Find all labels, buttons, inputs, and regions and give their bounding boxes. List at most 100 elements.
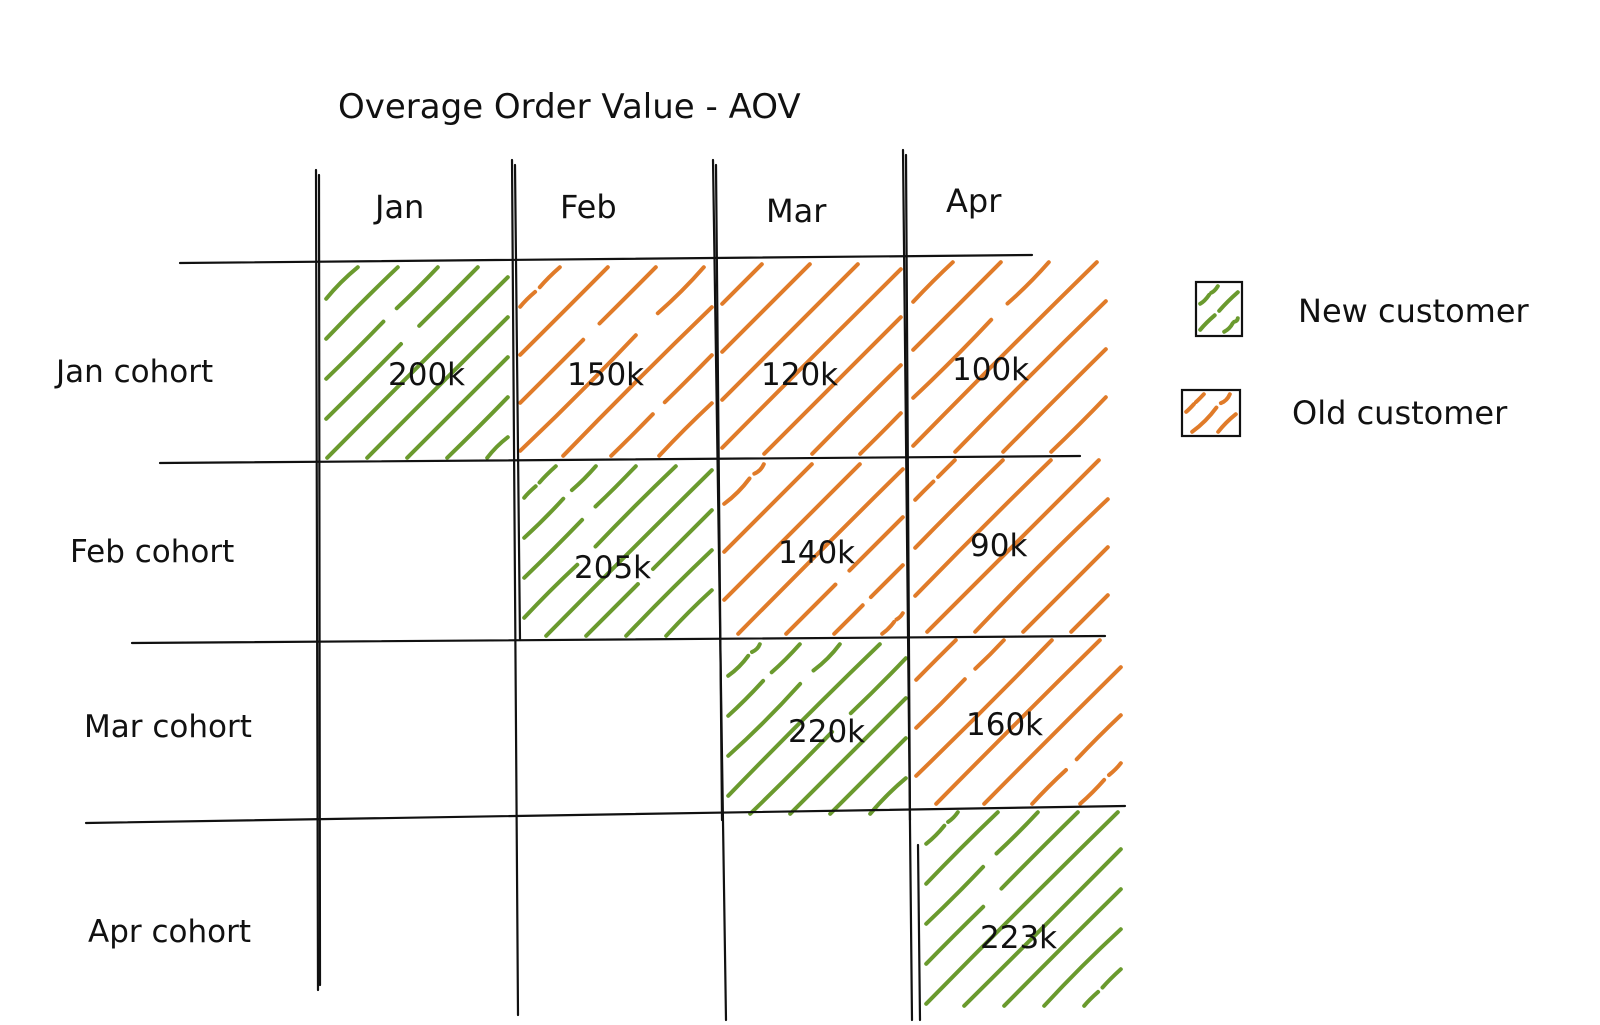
hatch-stroke — [445, 395, 510, 460]
row-label-apr-cohort: Apr cohort — [88, 914, 251, 950]
hatch-stroke — [914, 677, 967, 730]
hatch-stroke — [1198, 313, 1217, 332]
legend-label-old: Old customer — [1292, 394, 1508, 432]
hatch-stroke — [880, 620, 896, 636]
hatch-stroke — [750, 642, 762, 654]
hatch-stroke — [914, 638, 958, 682]
legend-label-new: New customer — [1298, 292, 1530, 330]
hatch-stroke — [522, 484, 538, 500]
hatch-stroke — [651, 508, 714, 571]
row-label-jan-cohort: Jan cohort — [54, 354, 213, 390]
hatch-stroke — [847, 515, 905, 573]
hatch-stroke — [518, 333, 638, 453]
grid-hline-1 — [158, 454, 1082, 465]
hatch-stroke — [858, 411, 903, 456]
cell-hatch-mar-apr-old — [914, 638, 1123, 806]
hatch-stroke — [748, 729, 835, 816]
hatch-stroke — [1216, 412, 1238, 434]
hatch-stroke — [769, 642, 802, 675]
hatch-stroke — [936, 458, 957, 479]
row-labels: Jan cohort Feb cohort Mar cohort Apr coh… — [54, 354, 252, 950]
legend: New customer Old customer — [1180, 280, 1530, 438]
hatch-stroke — [417, 265, 480, 328]
hatch-stroke — [662, 353, 714, 405]
hatch-stroke — [913, 458, 1005, 550]
hatch-stroke — [810, 363, 903, 456]
hatch-stroke — [720, 267, 903, 450]
grid-vline-1 — [314, 168, 320, 992]
hatch-stroke — [655, 265, 706, 316]
hatch-stroke — [1222, 321, 1235, 334]
grid-lines — [84, 148, 1127, 1022]
hatch-stroke — [913, 479, 936, 502]
hatch-stroke — [726, 642, 882, 798]
hatch-stroke — [518, 265, 610, 357]
hatch-stroke — [1082, 989, 1101, 1008]
hatch-stroke — [828, 736, 908, 816]
hatch-stroke — [894, 611, 905, 622]
hatch-stroke — [537, 464, 558, 485]
hatch-stroke — [1218, 392, 1232, 406]
hatch-stroke — [911, 317, 994, 400]
cell-hatch-jan-apr-old — [911, 260, 1108, 454]
hatch-stroke — [1002, 887, 1123, 1008]
hatch-stroke — [762, 315, 903, 456]
hatch-stroke — [405, 355, 510, 460]
hatch-stroke — [624, 548, 714, 638]
hatch-stroke — [325, 275, 510, 460]
cell-hatch-jan-mar-old — [720, 262, 903, 456]
cell-value-jan-feb: 150k — [567, 357, 644, 393]
hatch-stroke — [1198, 292, 1212, 306]
hatch-stroke — [1107, 761, 1123, 777]
hatch-stroke — [726, 653, 751, 678]
grid-vline-4c — [916, 843, 922, 1022]
column-header-mar: Mar — [766, 192, 827, 230]
hatch-stroke — [752, 462, 766, 476]
hatch-stroke — [934, 638, 1102, 806]
hatch-stroke — [953, 299, 1108, 454]
cell-value-jan-jan: 200k — [388, 357, 465, 393]
hatch-stroke — [924, 810, 1000, 886]
hatch-stroke — [720, 262, 764, 306]
cell-value-feb-apr: 90k — [970, 528, 1027, 564]
cell-value-jan-mar: 120k — [761, 357, 838, 393]
cell-value-apr-apr: 223k — [980, 920, 1057, 956]
grid-vline-3b — [714, 163, 724, 822]
hatch-stroke — [609, 412, 655, 458]
hatch-stroke — [924, 823, 947, 846]
hatch-stroke — [722, 476, 752, 506]
hatch-stroke — [593, 464, 638, 509]
cell-value-feb-mar: 140k — [778, 535, 855, 571]
grid-hline-2 — [130, 634, 1107, 645]
legend-swatch-old — [1180, 388, 1242, 438]
legend-swatch-new — [1194, 280, 1244, 338]
hatch-stroke — [324, 342, 403, 421]
cell-values: 200k 150k 120k 100k 205k 140k 90k 220k 1… — [388, 352, 1057, 956]
hatch-stroke — [788, 696, 908, 816]
cell-hatch-feb-mar-old — [722, 462, 905, 636]
hatch-stroke — [657, 401, 714, 458]
hatch-stroke — [784, 582, 838, 636]
hatch-stroke — [720, 262, 860, 402]
hatch-stroke — [522, 496, 566, 540]
cell-value-feb-feb: 205k — [574, 550, 651, 586]
hatch-stroke — [726, 681, 803, 758]
hatch-stroke — [911, 260, 1003, 352]
grid-vline-3 — [711, 158, 728, 1022]
cell-hatch-apr-apr-new — [924, 810, 1123, 1008]
hatch-stroke — [736, 467, 905, 636]
cell-value-mar-apr: 160k — [966, 707, 1043, 743]
grid-vline-2b — [513, 163, 522, 642]
hatch-stroke — [868, 563, 905, 600]
legend-hatching — [1184, 284, 1240, 434]
hatch-stroke — [584, 582, 640, 638]
column-header-feb: Feb — [560, 188, 617, 226]
hatch-stroke — [522, 562, 580, 620]
hatch-stroke — [1005, 260, 1051, 306]
hatch-stroke — [394, 265, 440, 311]
hatch-stroke — [324, 265, 360, 301]
hatch-stroke — [1001, 347, 1108, 454]
hatch-stroke — [911, 260, 955, 304]
hatch-stroke — [1217, 290, 1240, 313]
hatch-stroke — [722, 462, 814, 554]
